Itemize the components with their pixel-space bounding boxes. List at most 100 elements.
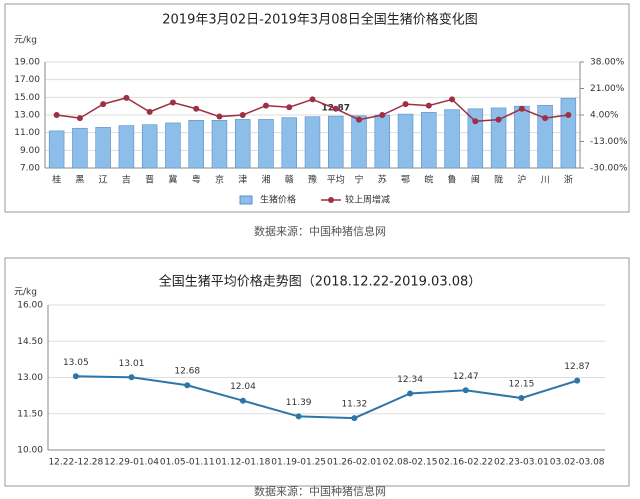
line [75, 375, 578, 420]
value-label: 12.87 [564, 362, 590, 372]
value-label: 11.32 [341, 400, 367, 410]
y-tick-label: 13.00 [17, 373, 43, 383]
x-tick-label: 湘 [261, 174, 270, 186]
x-tick-label: 12.22-12.28 [48, 458, 103, 468]
bar [467, 108, 484, 169]
x-tick-label: 粤 [192, 174, 201, 186]
bar [351, 115, 367, 169]
point [379, 112, 386, 118]
point [574, 377, 581, 384]
x-tick-label: 宁 [355, 174, 364, 186]
point [53, 112, 60, 118]
x-tick-label: 陇 [494, 174, 503, 186]
bar [281, 117, 297, 169]
y-tick-label: 7.00 [20, 164, 40, 174]
y-axis-label: 元/kg [14, 36, 37, 46]
bar [234, 119, 251, 169]
x-tick-label: 鲁 [448, 174, 457, 186]
value-label: 12.34 [397, 375, 423, 385]
legend-label: 较上周增减 [345, 194, 390, 206]
point [472, 118, 479, 125]
point [407, 390, 414, 397]
value-label: 13.05 [63, 358, 89, 368]
bar [258, 119, 274, 169]
point [332, 105, 339, 112]
y-tick-label: 10.00 [17, 446, 43, 456]
point [356, 116, 363, 123]
x-tick-label: 苏 [378, 174, 387, 186]
x-tick-label: 01.05-01.11 [160, 458, 215, 468]
point [295, 413, 302, 420]
point [128, 374, 135, 381]
source: 数据来源：中国种猪信息网 [254, 484, 386, 498]
y-tick-label: 17.00 [14, 75, 40, 85]
point [462, 387, 469, 394]
point [425, 102, 432, 109]
bar [72, 127, 88, 169]
y2-tick-label: -13.00% [590, 137, 628, 147]
y-tick-label: 19.00 [14, 58, 40, 68]
bar [374, 114, 391, 169]
x-tick-label: 02.08-02.15 [383, 458, 438, 468]
chart-title: 2019年3月02日-2019年3月08日全国生猪价格变化图 [162, 12, 478, 28]
x-tick-label: 桂 [52, 174, 61, 186]
point [565, 112, 572, 118]
x-tick-label: 吉 [122, 175, 131, 186]
x-tick-label: 京 [215, 174, 224, 186]
source: 数据来源：中国种猪信息网 [254, 224, 386, 238]
y-tick-label: 13.00 [14, 111, 40, 121]
point [542, 115, 549, 122]
point [262, 102, 269, 109]
frame [4, 257, 630, 487]
point [239, 112, 246, 118]
bar [397, 113, 414, 169]
y2-tick-label: 21.00% [590, 84, 625, 94]
y2-tick-label: 38.00% [590, 58, 625, 68]
point [402, 101, 409, 108]
y2-tick-label: 4.00% [590, 111, 619, 121]
bar [328, 115, 344, 169]
x-tick-label: 12.29-01.04 [104, 458, 159, 468]
point [449, 96, 456, 103]
x-tick-label: 01.19-01.25 [271, 458, 326, 468]
bar [141, 124, 158, 169]
legend-swatch [239, 195, 253, 205]
bar [188, 120, 204, 169]
point [495, 116, 502, 123]
y-tick-label: 11.00 [14, 128, 40, 138]
y-axis-label: 元/kg [14, 288, 37, 298]
value-label: 12.04 [230, 382, 256, 392]
point [309, 96, 316, 103]
point [72, 373, 79, 380]
value-label: 12.68 [174, 367, 200, 377]
bar [514, 105, 530, 169]
frame [4, 3, 630, 213]
x-tick-label: 川 [541, 176, 550, 186]
x-tick-label: 浙 [564, 174, 573, 186]
point [169, 99, 176, 106]
y-tick-label: 14.50 [17, 337, 43, 347]
point [518, 105, 525, 112]
bar [490, 107, 507, 169]
point [146, 108, 153, 115]
bar [165, 122, 181, 169]
x-tick-label: 01.26-02.01 [327, 458, 382, 468]
x-tick-label: 津 [238, 175, 247, 186]
x-tick-label: 01.12-01.18 [216, 458, 271, 468]
bar [48, 130, 65, 169]
point [100, 101, 107, 108]
bar [444, 109, 460, 169]
x-tick-label: 冀 [168, 174, 177, 186]
legend-swatch [328, 197, 334, 203]
point [193, 105, 200, 112]
point [123, 94, 130, 101]
chart-title: 全国生猪平均价格走势图（2018.12.22-2019.03.08） [159, 274, 482, 290]
bar [537, 104, 553, 169]
point [76, 115, 83, 122]
legend-label: 生猪价格 [260, 194, 296, 206]
x-tick-label: 03.02-03.08 [550, 458, 605, 468]
x-tick-label: 豫 [308, 174, 317, 186]
y-tick-label: 11.50 [17, 409, 43, 419]
value-label: 12.47 [453, 372, 479, 382]
bar [118, 125, 135, 169]
